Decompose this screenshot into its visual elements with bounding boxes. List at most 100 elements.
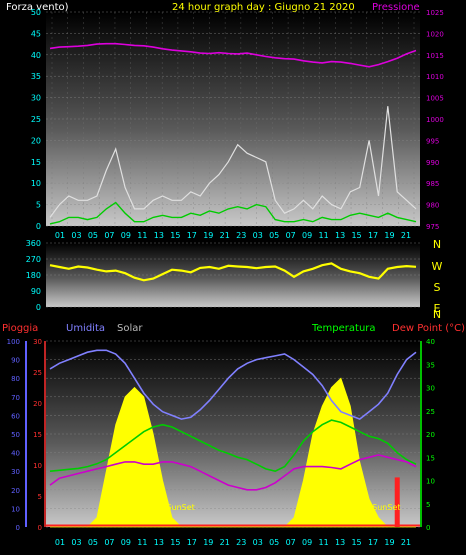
x-tick-label: 11 (319, 538, 329, 547)
y-tick-label: 50 (31, 8, 41, 17)
direction-series (49, 262, 417, 282)
humidity-tick-label: 30 (11, 468, 20, 476)
series-solar (50, 377, 416, 528)
y-tick-label: 0 (36, 222, 41, 231)
humidity-tick-label: 50 (11, 431, 20, 439)
humidity-tick-label: 40 (11, 450, 20, 458)
legend-temperature: Temperatura (311, 323, 376, 334)
temperature-tick-label: 40 (426, 338, 435, 346)
rain-tick-label: 25 (33, 369, 42, 377)
x-tick-label: 05 (88, 538, 98, 547)
temperature-tick-label: 15 (426, 454, 435, 462)
series-humidity (49, 349, 417, 421)
humidity-tick-label: 70 (11, 394, 20, 402)
y-tick-label: 15 (31, 158, 41, 167)
rain-bar (394, 477, 400, 527)
x-tick-label: 17 (368, 231, 378, 240)
rain-tick-label: 30 (33, 338, 42, 346)
temp-series (46, 349, 420, 528)
x-tick-label: 09 (302, 538, 312, 547)
x-tick-label: 21 (220, 231, 230, 240)
y-tick-label: 35 (31, 72, 41, 81)
x-tick-label: 07 (104, 538, 114, 547)
x-tick-label: 09 (302, 231, 312, 240)
series-temperature (49, 419, 417, 473)
y-tick-label: 180 (26, 271, 41, 280)
x-tick-label: 05 (269, 231, 279, 240)
x-tick-label: 11 (137, 538, 147, 547)
x-tick-label: 07 (286, 538, 296, 547)
x-tick-label: 03 (71, 231, 81, 240)
series-wind-direction (49, 262, 417, 282)
direction-compass-label: N (433, 238, 441, 251)
y-tick-label: 45 (31, 29, 41, 38)
y2-tick-label: 995 (426, 137, 439, 145)
wind-series (49, 42, 417, 225)
series-dewpoint (49, 454, 417, 491)
humidity-tick-label: 100 (7, 338, 20, 346)
series-wind-gust (49, 106, 417, 218)
temperature-tick-label: 20 (426, 431, 435, 439)
x-tick-label: 03 (253, 538, 263, 547)
direction-plot-background (46, 243, 420, 307)
x-tick-label: 03 (71, 538, 81, 547)
x-tick-label: 15 (351, 231, 361, 240)
legend-humidity: Umidita (66, 323, 105, 334)
x-tick-label: 15 (351, 538, 361, 547)
rain-tick-label: 20 (33, 400, 42, 408)
sunset-annotation: SunSet (166, 503, 194, 512)
y-tick-label: 40 (31, 51, 41, 60)
x-tick-label: 01 (55, 538, 65, 547)
graph-title: 24 hour graph day : Giugno 21 2020 (172, 2, 355, 13)
legend-solar: Solar (117, 323, 143, 334)
rain-tick-label: 5 (38, 493, 42, 501)
x-tick-label: 15 (170, 538, 180, 547)
x-tick-label: 03 (253, 231, 263, 240)
y-tick-label: 360 (26, 239, 41, 248)
y2-tick-label: 1010 (426, 73, 444, 81)
x-tick-label: 11 (319, 231, 329, 240)
x-tick-label: 13 (154, 231, 164, 240)
humidity-tick-label: 0 (16, 524, 20, 532)
y2-tick-label: 1015 (426, 52, 444, 60)
x-tick-label: 21 (401, 538, 411, 547)
humidity-tick-label: 60 (11, 412, 20, 420)
humidity-tick-label: 80 (11, 375, 20, 383)
series-pressure (49, 42, 417, 68)
wind-grid (46, 11, 420, 227)
y-tick-label: 90 (31, 287, 41, 296)
y2-tick-label: 1025 (426, 9, 444, 17)
wind-plot-background (46, 12, 420, 226)
x-tick-label: 23 (236, 538, 246, 547)
temperature-tick-label: 10 (426, 478, 435, 486)
temperature-tick-label: 0 (426, 524, 430, 532)
y-tick-label: 0 (36, 303, 41, 312)
y-tick-label: 25 (31, 115, 41, 124)
temperature-tick-label: 25 (426, 408, 435, 416)
x-tick-label: 21 (401, 231, 411, 240)
temp-humidity-chart: 0102030405060708090100051015202530051015… (7, 338, 435, 547)
y2-tick-label: 985 (426, 180, 439, 188)
wind-axis-label: Forza vento) (6, 2, 69, 13)
rain-tick-label: 0 (38, 524, 42, 532)
legend-rain: Pioggia (2, 323, 38, 334)
y2-tick-label: 990 (426, 159, 439, 167)
x-tick-label: 09 (121, 538, 131, 547)
x-tick-label: 19 (384, 231, 394, 240)
sunset-annotation: SunSet (372, 503, 400, 512)
y2-tick-label: 1000 (426, 116, 444, 124)
wind-ticks: 0510152025303540455097598098599099510001… (31, 8, 444, 240)
x-tick-label: 13 (335, 231, 345, 240)
y-tick-label: 20 (31, 136, 41, 145)
y2-tick-label: 1020 (426, 30, 444, 38)
y2-tick-label: 1005 (426, 95, 444, 103)
x-tick-label: 13 (154, 538, 164, 547)
humidity-tick-label: 10 (11, 505, 20, 513)
rain-tick-label: 15 (33, 431, 42, 439)
humidity-tick-label: 20 (11, 487, 20, 495)
direction-compass-label: N (433, 308, 441, 321)
x-tick-label: 15 (170, 231, 180, 240)
humidity-tick-label: 90 (11, 357, 20, 365)
